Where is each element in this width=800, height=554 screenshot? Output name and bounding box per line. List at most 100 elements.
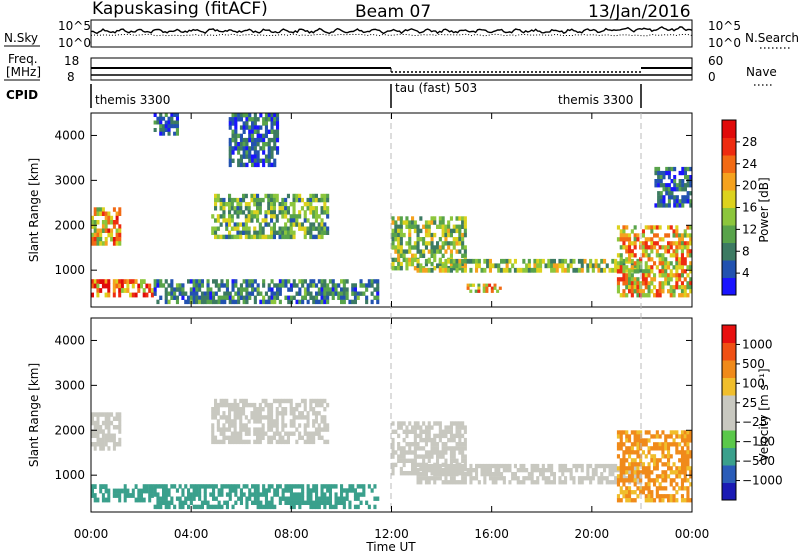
heatmap-cell	[497, 468, 501, 473]
heatmap-cell	[233, 226, 237, 231]
heatmap-cell	[370, 279, 374, 284]
heatmap-cell	[670, 187, 674, 192]
heatmap-cell	[650, 249, 654, 254]
heatmap-cell	[206, 279, 210, 284]
heatmap-cell	[153, 279, 157, 284]
heatmap-cell	[239, 496, 243, 501]
heatmap-cell	[328, 492, 332, 497]
heatmap-cell	[236, 197, 240, 203]
heatmap-cell	[603, 258, 607, 264]
heatmap-cell	[586, 476, 590, 481]
heatmap-cell	[533, 263, 537, 269]
heatmap-cell	[472, 468, 476, 473]
heatmap-cell	[137, 488, 141, 494]
heatmap-cell	[303, 210, 307, 215]
heatmap-cell	[315, 484, 319, 489]
heatmap-cell	[301, 295, 305, 300]
colorbar-swatch	[722, 120, 736, 138]
heatmap-cell	[118, 416, 122, 421]
heatmap-cell	[342, 504, 346, 510]
heatmap-cell	[647, 289, 651, 294]
heatmap-cell	[206, 299, 210, 305]
heatmap-cell	[561, 263, 565, 269]
heatmap-cell	[256, 504, 260, 510]
heatmap-cell	[228, 435, 232, 440]
heatmap-cell	[242, 154, 246, 159]
heatmap-cell	[270, 218, 274, 223]
heatmap-cell	[619, 245, 623, 250]
heatmap-cell	[239, 234, 243, 240]
heatmap-cell	[449, 433, 453, 439]
heatmap-cell	[115, 237, 119, 242]
heatmap-cell	[267, 423, 271, 428]
heatmap-cell	[167, 291, 171, 296]
heatmap-cell	[619, 478, 623, 483]
heatmap-cell	[211, 431, 215, 436]
heatmap-cell	[96, 228, 100, 233]
heatmap-cell	[272, 226, 276, 231]
heatmap-cell	[436, 249, 440, 254]
heatmap-cell	[644, 269, 648, 274]
heatmap-cell	[228, 427, 232, 432]
heatmap-cell	[270, 210, 274, 215]
heatmap-cell	[217, 500, 221, 505]
heatmap-cell	[678, 245, 682, 250]
heatmap-cell	[689, 482, 693, 487]
heatmap-cell	[256, 197, 260, 203]
heatmap-cell	[275, 398, 279, 404]
heatmap-cell	[675, 490, 679, 495]
ytick-label: 2000	[54, 423, 85, 437]
heatmap-cell	[591, 476, 595, 481]
heatmap-cell	[93, 207, 97, 212]
heatmap-cell	[281, 439, 285, 445]
heatmap-cell	[670, 191, 674, 196]
heatmap-cell	[416, 232, 420, 238]
heatmap-cell	[539, 472, 543, 477]
heatmap-cell	[281, 210, 285, 215]
heatmap-cell	[444, 429, 448, 434]
heatmap-cell	[236, 222, 240, 227]
heatmap-cell	[209, 295, 213, 300]
heatmap-cell	[533, 258, 537, 264]
heatmap-cell	[234, 146, 238, 151]
heatmap-cell	[597, 463, 601, 469]
heatmap-cell	[469, 267, 473, 273]
heatmap-cell	[616, 265, 620, 270]
heatmap-cell	[678, 273, 682, 278]
heatmap-cell	[616, 482, 620, 487]
freq-tick-18: 18	[64, 54, 79, 68]
heatmap-cell	[101, 442, 105, 447]
heatmap-cell	[449, 249, 453, 254]
heatmap-cell	[419, 216, 423, 221]
heatmap-cell	[550, 263, 554, 269]
heatmap-cell	[413, 433, 417, 439]
heatmap-cell	[317, 214, 321, 219]
heatmap-cell	[118, 283, 122, 289]
heatmap-cell	[216, 226, 220, 231]
heatmap-cell	[577, 476, 581, 481]
heatmap-cell	[436, 462, 440, 468]
heatmap-cell	[231, 484, 235, 489]
heatmap-cell	[683, 241, 687, 246]
heatmap-cell	[273, 158, 277, 163]
velocity-ylabel: Slant Range [km]	[27, 363, 41, 467]
heatmap-cell	[619, 470, 623, 475]
heatmap-cell	[278, 435, 282, 440]
heatmap-cell	[164, 279, 168, 284]
heatmap-cell	[436, 433, 440, 439]
heatmap-cell	[278, 484, 282, 489]
heatmap-cell	[287, 295, 291, 300]
heatmap-cell	[286, 206, 290, 211]
heatmap-cell	[664, 245, 668, 250]
heatmap-cell	[376, 299, 380, 305]
heatmap-cell	[275, 423, 279, 428]
heatmap-cell	[411, 216, 415, 221]
heatmap-cell	[422, 454, 426, 459]
heatmap-cell	[96, 283, 100, 289]
heatmap-cell	[99, 232, 103, 238]
heatmap-cell	[427, 468, 431, 473]
heatmap-cell	[137, 497, 141, 503]
heatmap-cell	[405, 216, 409, 221]
heatmap-cell	[242, 113, 246, 118]
heatmap-cell	[469, 283, 473, 287]
